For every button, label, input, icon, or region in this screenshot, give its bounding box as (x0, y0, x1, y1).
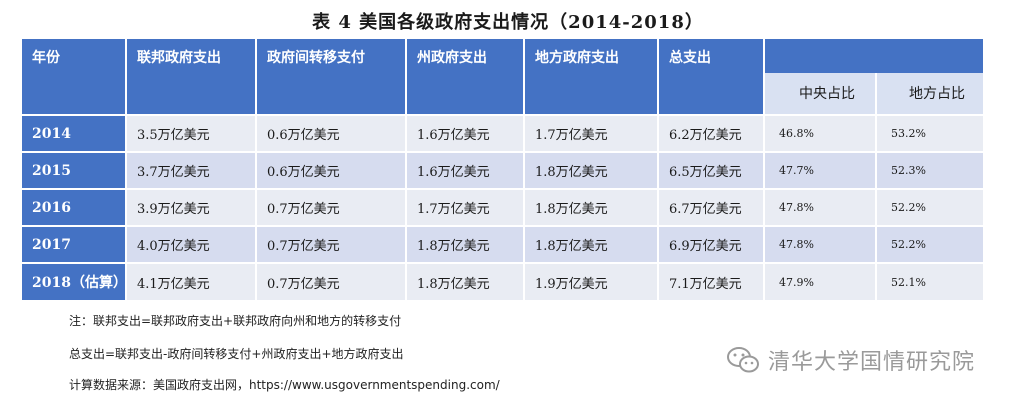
cell-local: 1.7万亿美元 (524, 114, 659, 152)
cell-state: 1.7万亿美元 (406, 188, 525, 226)
header-year: 年份 (22, 39, 127, 115)
cell-central-share: 47.8% (764, 188, 877, 226)
note-federal-definition: 注：联邦支出=联邦政府支出+联邦政府向州和地方的转移支付 (69, 314, 402, 328)
cell-total: 6.2万亿美元 (658, 114, 765, 152)
cell-local-share: 52.2% (876, 188, 985, 226)
cell-local: 1.8万亿美元 (524, 151, 659, 189)
table-row: 2017 4.0万亿美元 0.7万亿美元 1.8万亿美元 1.8万亿美元 6.9… (22, 225, 985, 263)
cell-state: 1.8万亿美元 (406, 225, 525, 263)
header-local: 地方政府支出 (524, 39, 659, 115)
cell-federal: 3.7万亿美元 (126, 151, 257, 189)
cell-state: 1.6万亿美元 (406, 114, 525, 152)
table-row: 2014 3.5万亿美元 0.6万亿美元 1.6万亿美元 1.7万亿美元 6.2… (22, 114, 985, 152)
note-total-definition: 总支出=联邦支出-政府间转移支付+州政府支出+地方政府支出 (69, 347, 404, 361)
cell-year: 2016 (22, 188, 127, 226)
cell-transfer: 0.6万亿美元 (256, 151, 407, 189)
cell-transfer: 0.7万亿美元 (256, 188, 407, 226)
table-row: 2018（估算） 4.1万亿美元 0.7万亿美元 1.8万亿美元 1.9万亿美元… (22, 262, 985, 300)
cell-federal: 3.5万亿美元 (126, 114, 257, 152)
cell-total: 6.7万亿美元 (658, 188, 765, 226)
cell-local: 1.8万亿美元 (524, 225, 659, 263)
header-state: 州政府支出 (406, 39, 525, 115)
watermark-text: 清华大学国情研究院 (768, 350, 976, 375)
wechat-icon (727, 347, 759, 373)
cell-local-share: 52.2% (876, 225, 985, 263)
table-title: 表 4 美国各级政府支出情况（2014-2018） (312, 12, 704, 33)
cell-local: 1.8万亿美元 (524, 188, 659, 226)
cell-transfer: 0.7万亿美元 (256, 225, 407, 263)
cell-local-share: 52.1% (876, 262, 985, 300)
cell-year: 2015 (22, 151, 127, 189)
header-transfer: 政府间转移支付 (256, 39, 407, 115)
table-row: 2016 3.9万亿美元 0.7万亿美元 1.7万亿美元 1.8万亿美元 6.7… (22, 188, 985, 226)
cell-total: 6.5万亿美元 (658, 151, 765, 189)
header-local-share: 地方占比 (876, 73, 985, 115)
cell-year: 2014 (22, 114, 127, 152)
watermark: 清华大学国情研究院 (726, 344, 975, 376)
cell-year: 2017 (22, 225, 127, 263)
header-federal: 联邦政府支出 (126, 39, 257, 115)
cell-state: 1.6万亿美元 (406, 151, 525, 189)
cell-federal: 4.0万亿美元 (126, 225, 257, 263)
cell-federal: 3.9万亿美元 (126, 188, 257, 226)
note-data-source: 计算数据来源：美国政府支出网，https://www.usgovernments… (69, 378, 500, 392)
cell-total: 6.9万亿美元 (658, 225, 765, 263)
cell-central-share: 47.9% (764, 262, 877, 300)
header-total: 总支出 (658, 39, 765, 115)
cell-transfer: 0.7万亿美元 (256, 262, 407, 300)
header-central-share: 中央占比 (764, 73, 877, 115)
cell-year: 2018（估算） (22, 262, 127, 300)
cell-local-share: 52.3% (876, 151, 985, 189)
cell-local: 1.9万亿美元 (524, 262, 659, 300)
table-row: 2015 3.7万亿美元 0.6万亿美元 1.6万亿美元 1.8万亿美元 6.5… (22, 151, 985, 189)
cell-central-share: 47.7% (764, 151, 877, 189)
cell-total: 7.1万亿美元 (658, 262, 765, 300)
spending-table: 年份 联邦政府支出 政府间转移支付 州政府支出 地方政府支出 总支出 中央占比 … (22, 39, 985, 300)
cell-federal: 4.1万亿美元 (126, 262, 257, 300)
cell-state: 1.8万亿美元 (406, 262, 525, 300)
cell-central-share: 46.8% (764, 114, 877, 152)
cell-transfer: 0.6万亿美元 (256, 114, 407, 152)
cell-central-share: 47.8% (764, 225, 877, 263)
header-share-group (764, 39, 985, 73)
cell-local-share: 53.2% (876, 114, 985, 152)
